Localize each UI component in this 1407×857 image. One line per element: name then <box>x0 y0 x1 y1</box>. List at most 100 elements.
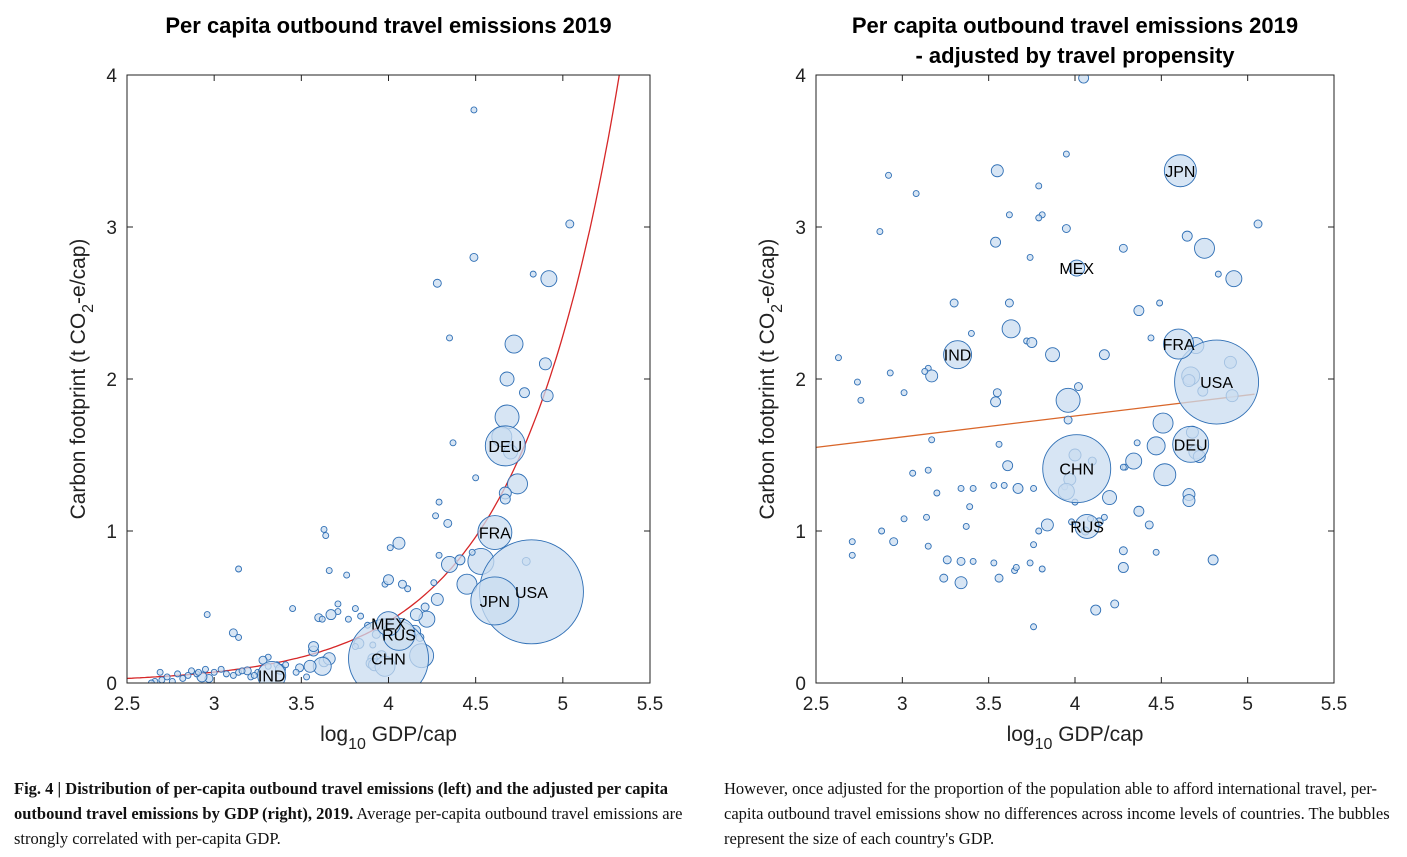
labeled-data-point <box>1174 339 1260 425</box>
data-point <box>325 567 333 574</box>
labeled-data-point <box>1172 425 1210 463</box>
country-label: CHN <box>371 652 406 669</box>
data-point <box>878 527 886 535</box>
data-point <box>1035 182 1043 190</box>
labeled-data-point <box>1068 259 1086 277</box>
x-tick-label: 2.5 <box>803 694 829 715</box>
x-tick-label: 5 <box>1242 694 1253 715</box>
y-tick-label: 0 <box>795 674 806 695</box>
labeled-data-point <box>1163 328 1195 360</box>
left-chart-title: Per capita outbound travel emissions 201… <box>165 13 611 38</box>
data-point <box>507 473 528 495</box>
x-tick-label: 4.5 <box>462 694 488 715</box>
right-chart-title: Per capita outbound travel emissions 201… <box>852 13 1298 38</box>
data-point <box>853 378 861 386</box>
data-point <box>446 334 453 342</box>
data-point <box>470 106 478 114</box>
country-label: MEX <box>371 617 406 634</box>
x-tick-label: 3.5 <box>288 694 314 715</box>
data-point <box>504 334 524 354</box>
data-point <box>1156 299 1164 307</box>
country-label: MEX <box>1059 261 1094 278</box>
data-point <box>238 667 246 675</box>
country-label: FRA <box>1163 337 1195 354</box>
country-label: DEU <box>488 439 522 456</box>
y-tick-label: 0 <box>106 674 117 695</box>
data-point <box>519 387 530 399</box>
data-point <box>468 548 476 556</box>
country-label: JPN <box>1165 164 1195 181</box>
x-axis-label-subscript: 10 <box>1035 736 1053 753</box>
data-point <box>900 515 908 523</box>
data-point <box>318 615 326 623</box>
data-point <box>1090 604 1102 616</box>
y-axis-label-subscript: 2 <box>769 304 786 313</box>
country-label: RUS <box>1070 519 1104 536</box>
data-point <box>990 481 998 489</box>
data-point <box>210 668 218 676</box>
data-point <box>1144 520 1154 530</box>
data-point <box>1098 349 1110 361</box>
data-point <box>449 439 457 447</box>
data-point <box>1118 546 1128 556</box>
right-y-axis-label: Carbon footprint (t CO2-e/cap) <box>756 239 786 520</box>
data-point <box>430 579 438 587</box>
x-tick-label: 3 <box>209 694 220 715</box>
data-point <box>325 609 337 621</box>
data-point <box>990 236 1002 248</box>
data-point <box>1012 564 1020 571</box>
y-tick-label: 1 <box>106 522 117 543</box>
data-point <box>1055 387 1081 413</box>
labeled-data-point <box>1163 154 1197 188</box>
data-point <box>168 678 176 683</box>
data-point <box>1133 439 1141 447</box>
data-point <box>909 469 917 477</box>
y-axis-label-part: -e/cap) <box>756 239 779 304</box>
data-point <box>1133 305 1145 317</box>
labeled-data-point <box>943 340 973 370</box>
x-tick-label: 5.5 <box>637 694 663 715</box>
data-point <box>1152 548 1160 556</box>
country-label: JPN <box>480 594 510 611</box>
data-point <box>1000 481 1008 489</box>
data-point <box>1182 494 1196 508</box>
data-point <box>540 270 558 288</box>
labeled-data-point <box>1074 513 1100 539</box>
data-point <box>357 612 365 620</box>
data-point <box>308 641 319 652</box>
data-point <box>1040 518 1054 532</box>
data-point <box>1045 347 1061 363</box>
data-point <box>925 369 939 383</box>
data-point <box>1026 337 1038 348</box>
x-tick-label: 3 <box>897 694 908 715</box>
data-point <box>383 574 394 586</box>
data-point <box>994 573 1004 583</box>
data-point <box>1146 436 1166 456</box>
data-point <box>1030 541 1038 549</box>
data-point <box>392 536 406 550</box>
data-point <box>1253 219 1263 229</box>
labeled-data-point <box>1042 434 1112 504</box>
data-point <box>889 537 899 547</box>
data-point <box>430 592 444 606</box>
caption-text-left: Average per-capita outbound travel emiss… <box>14 804 683 848</box>
data-point <box>900 389 908 397</box>
data-point <box>1152 412 1174 434</box>
data-point <box>1030 623 1038 631</box>
data-point <box>886 369 894 377</box>
y-axis-label-part: Carbon footprint (t CO <box>67 313 90 520</box>
country-label: CHN <box>1059 462 1094 479</box>
country-label: USA <box>515 585 548 602</box>
data-point <box>499 493 511 505</box>
x-tick-label: 5 <box>558 694 569 715</box>
data-point <box>1061 224 1071 233</box>
caption-text-right: However, once adjusted for the proportio… <box>724 779 1390 848</box>
data-point <box>420 602 430 612</box>
data-point <box>188 667 195 675</box>
data-point <box>435 551 443 559</box>
labeled-data-point <box>257 660 287 683</box>
data-point <box>933 489 941 497</box>
y-tick-label: 3 <box>106 218 117 239</box>
data-point <box>956 556 966 566</box>
left-y-axis-label: Carbon footprint (t CO2-e/cap) <box>67 239 97 520</box>
